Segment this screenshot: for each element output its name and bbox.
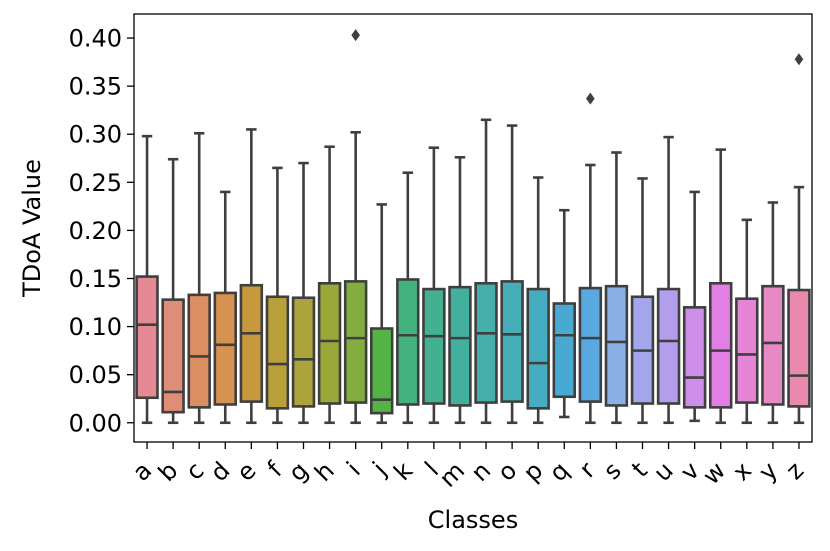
- outlier-i: [351, 29, 360, 42]
- box-body-a: [135, 275, 159, 400]
- y-axis: 0.00 0.05 0.10 0.15 0.20 0.25 0.30 0.35 0.40: [69, 25, 134, 437]
- box-m: [448, 156, 472, 425]
- x-tick-label-s: s: [598, 456, 627, 485]
- y-tick-label: 0.35: [69, 73, 122, 101]
- box-body-k: [396, 278, 420, 406]
- box-body-l: [422, 287, 446, 405]
- box-d: [213, 190, 237, 425]
- box-h: [317, 145, 342, 425]
- box-x: [735, 218, 759, 425]
- y-tick-label: 0.40: [69, 25, 122, 53]
- box-body-r: [578, 286, 603, 403]
- y-axis-title: TDoA Value: [18, 159, 46, 298]
- box-body-c: [187, 293, 211, 409]
- box-w: [708, 148, 733, 425]
- box-g: [291, 161, 316, 425]
- box-body-v: [682, 306, 707, 409]
- x-tick-label-z: z: [780, 456, 809, 485]
- box-body-p: [526, 287, 550, 410]
- box-q: [552, 208, 576, 419]
- box-body-f: [265, 295, 290, 410]
- x-tick-label-a: a: [127, 456, 157, 486]
- boxes-layer: [135, 29, 811, 425]
- x-tick-label-p: p: [518, 456, 549, 487]
- x-tick-label-d: d: [205, 456, 236, 487]
- x-tick-label-r: r: [574, 456, 601, 483]
- box-body-j: [369, 327, 394, 415]
- outlier-r: [586, 92, 595, 105]
- x-tick-label-j: j: [367, 456, 392, 481]
- x-tick-label-y: y: [753, 456, 783, 486]
- box-body-o: [500, 280, 524, 403]
- box-body-g: [291, 296, 316, 408]
- box-s: [604, 151, 629, 425]
- outlier-z: [794, 53, 804, 66]
- box-z: [787, 53, 811, 425]
- box-body-y: [761, 284, 785, 406]
- x-tick-label-q: q: [544, 456, 575, 487]
- box-body-w: [708, 282, 733, 409]
- box-body-i: [343, 280, 368, 404]
- x-tick-label-o: o: [492, 456, 522, 486]
- x-tick-label-x: x: [727, 456, 757, 486]
- box-body-h: [317, 282, 342, 405]
- plot-frame: [133, 13, 813, 443]
- box-y: [761, 201, 785, 425]
- box-body-e: [239, 283, 264, 403]
- box-body-b: [161, 298, 185, 414]
- box-i: [343, 29, 368, 425]
- box-body-x: [735, 297, 759, 404]
- x-tick-label-m: m: [434, 456, 470, 492]
- x-tick-label-k: k: [388, 456, 418, 486]
- x-tick-label-i: i: [341, 456, 366, 481]
- box-c: [187, 131, 211, 425]
- y-tick-label: 0.30: [69, 121, 122, 149]
- y-tick-label: 0.05: [69, 361, 122, 389]
- x-tick-label-c: c: [180, 456, 209, 485]
- box-body-q: [552, 302, 576, 399]
- box-k: [396, 171, 420, 425]
- y-tick-label: 0.15: [69, 265, 122, 293]
- x-axis-title: Classes: [428, 506, 518, 534]
- y-tick-label: 0.00: [69, 409, 122, 437]
- box-j: [369, 203, 394, 425]
- box-a: [135, 134, 159, 425]
- box-body-m: [448, 285, 472, 407]
- box-v: [682, 190, 707, 423]
- box-body-n: [474, 282, 498, 404]
- box-u: [656, 135, 681, 425]
- box-r: [578, 92, 603, 425]
- box-p: [526, 176, 550, 425]
- x-tick-label-w: w: [697, 456, 731, 490]
- x-tick-label-h: h: [309, 456, 340, 487]
- x-tick-label-n: n: [466, 456, 497, 487]
- x-tick-label-g: g: [283, 456, 314, 487]
- box-b: [161, 157, 185, 425]
- y-tick-label: 0.10: [69, 313, 122, 341]
- y-tick-label: 0.20: [69, 217, 122, 245]
- box-body-d: [213, 291, 237, 406]
- box-l: [422, 146, 446, 425]
- box-body-u: [656, 287, 681, 405]
- x-tick-label-e: e: [231, 456, 261, 486]
- y-tick-label: 0.25: [69, 169, 122, 197]
- x-tick-label-t: t: [626, 456, 652, 482]
- box-t: [630, 177, 655, 425]
- box-f: [265, 166, 290, 425]
- x-tick-label-u: u: [648, 456, 679, 487]
- box-n: [474, 118, 498, 425]
- box-body-s: [604, 284, 629, 407]
- x-tick-label-b: b: [153, 456, 184, 487]
- box-body-z: [787, 288, 811, 408]
- box-e: [239, 128, 264, 425]
- box-o: [500, 124, 524, 425]
